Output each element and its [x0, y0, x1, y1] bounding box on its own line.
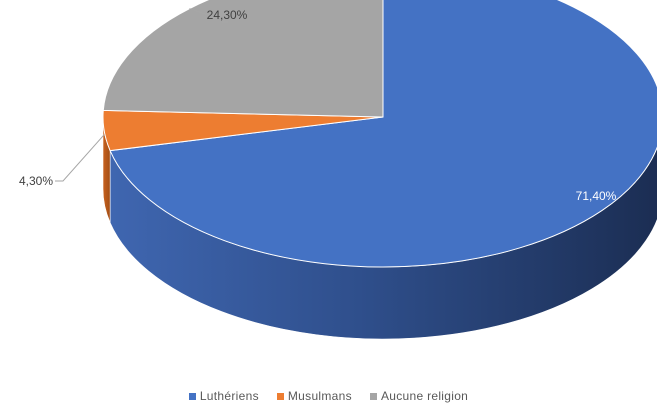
chart-legend: Luthériens Musulmans Aucune religion	[0, 389, 657, 403]
leader-line-aucune-religion	[189, 8, 229, 23]
pie-slice-lutheriens	[109, 0, 657, 268]
data-label-lutheriens: 71,40%	[576, 189, 617, 203]
leader-line-musulmans	[55, 134, 105, 182]
legend-swatch-musulmans	[276, 392, 284, 400]
legend-swatch-lutheriens	[188, 392, 196, 400]
legend-item-lutheriens: Luthériens	[188, 389, 259, 403]
legend-label-musulmans: Musulmans	[287, 389, 352, 403]
legend-label-aucune-religion: Aucune religion	[380, 389, 469, 403]
data-label-musulmans: 4,30%	[19, 174, 53, 188]
legend-item-aucune-religion: Aucune religion	[369, 389, 469, 403]
legend-swatch-aucune-religion	[369, 392, 377, 400]
legend-item-musulmans: Musulmans	[276, 389, 352, 403]
legend-label-lutheriens: Luthériens	[199, 389, 259, 403]
data-label-aucune-religion: 24,30%	[207, 8, 248, 22]
